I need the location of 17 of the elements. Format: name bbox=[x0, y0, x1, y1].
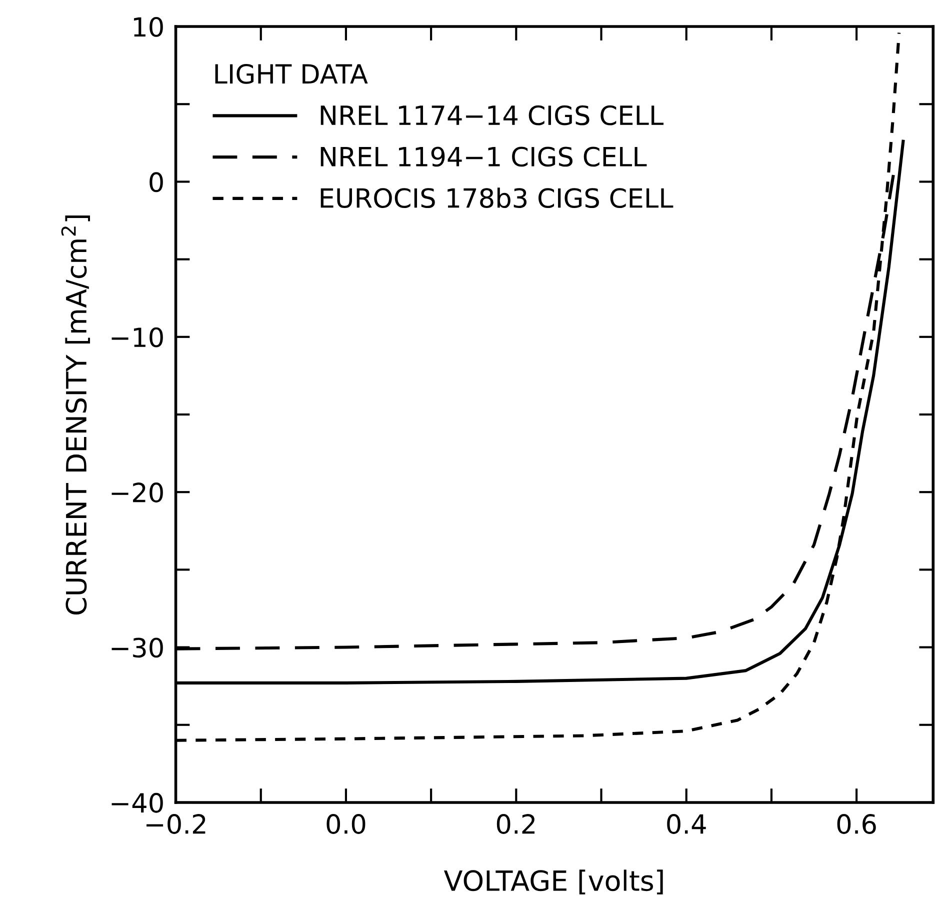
x-tick-label: 0.4 bbox=[667, 814, 706, 834]
y-tick-label: −30 bbox=[112, 638, 163, 658]
x-tick-label: 0.0 bbox=[326, 814, 366, 834]
y-tick-label: −20 bbox=[112, 482, 163, 502]
x-tick-label: 0.2 bbox=[496, 814, 535, 834]
legend-title: LIGHT DATA bbox=[215, 64, 368, 84]
x-axis-title: VOLTAGE [volts] bbox=[444, 870, 663, 894]
y-tick-label: 10 bbox=[134, 16, 163, 37]
y-tick-label: −40 bbox=[112, 792, 163, 813]
x-tick-label: −0.2 bbox=[146, 814, 206, 834]
y-tick-label: −10 bbox=[112, 327, 163, 348]
y-tick-label: 0 bbox=[150, 172, 163, 192]
legend-label: NREL 1194−1 CIGS CELL bbox=[320, 146, 647, 167]
legend-label: EUROCIS 178b3 CIGS CELL bbox=[320, 188, 674, 208]
x-tick-label: 0.6 bbox=[837, 814, 876, 834]
y-axis-title: CURRENT DENSITY [mA/cm$^{2}$] bbox=[61, 215, 90, 614]
legend-label: NREL 1174−14 CIGS CELL bbox=[320, 105, 664, 126]
